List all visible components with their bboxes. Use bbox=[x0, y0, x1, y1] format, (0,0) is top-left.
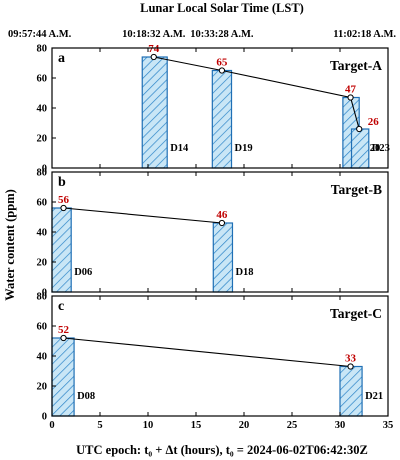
x-tick-label: 5 bbox=[97, 420, 102, 431]
y-tick-label: 20 bbox=[37, 382, 48, 393]
bar-D06 bbox=[51, 207, 72, 293]
trend-line bbox=[63, 207, 222, 224]
trend-point bbox=[218, 219, 226, 227]
bar-label: D14 bbox=[170, 143, 189, 154]
y-tick-label: 80 bbox=[37, 44, 48, 55]
top-axis-title: Lunar Local Solar Time (LST) bbox=[140, 1, 304, 15]
bar-D08 bbox=[51, 337, 75, 417]
value-label: 74 bbox=[148, 43, 160, 55]
panel-title: Target-A bbox=[330, 58, 382, 73]
bar-label: D18 bbox=[235, 267, 253, 278]
x-axis-label: UTC epoch: t₀ + Δt (hours), t₀ = 2024-06… bbox=[76, 443, 368, 457]
top-axis-ticks: 09:57:44 A.M. 10:18:32 A.M. 10:33:28 A.M. 1… bbox=[8, 29, 396, 40]
panel-title: Target-C bbox=[330, 306, 382, 321]
y-axis-label: Water content (ppm) bbox=[3, 189, 17, 301]
panel-letter: c bbox=[58, 299, 64, 314]
bar-label: D06 bbox=[74, 267, 92, 278]
y-tick-label: 80 bbox=[37, 168, 48, 179]
value-label: 52 bbox=[58, 324, 70, 336]
panel-letter: b bbox=[58, 175, 66, 190]
panel-b: D06 D18 56 46 0 20 40 60 80 b Target-B bbox=[37, 168, 389, 299]
value-label: 33 bbox=[345, 353, 357, 365]
panel-letter: a bbox=[58, 51, 65, 66]
x-tick-label: 10 bbox=[143, 420, 154, 431]
y-tick-label: 0 bbox=[42, 288, 47, 299]
bar-label: D20 bbox=[362, 143, 380, 154]
trend-point bbox=[150, 53, 157, 61]
bar-D21 bbox=[339, 365, 363, 417]
value-label: 56 bbox=[58, 194, 70, 206]
bar-D19 bbox=[211, 69, 233, 169]
x-tick-label: 25 bbox=[287, 420, 298, 431]
trend-point bbox=[356, 125, 363, 133]
y-tick-label: 60 bbox=[37, 198, 48, 209]
y-tick-label: 0 bbox=[42, 164, 47, 175]
trend-point bbox=[347, 94, 354, 101]
y-tick-label: 60 bbox=[37, 322, 48, 333]
top-axis-tick-label: 11:02:18 A.M. bbox=[333, 29, 396, 40]
value-label: 26 bbox=[368, 116, 380, 128]
y-tick-label: 40 bbox=[37, 352, 48, 363]
trend-point bbox=[60, 204, 67, 212]
bar-label: D21 bbox=[365, 391, 383, 402]
panel-c: D08 D21 52 33 0 20 40 60 80 0 5 10 15 20 25 30 35 c Target… bbox=[37, 292, 394, 432]
y-tick-label: 40 bbox=[37, 104, 48, 115]
y-tick-label: 20 bbox=[37, 134, 48, 145]
trend-point bbox=[218, 67, 226, 74]
bar-label: D08 bbox=[77, 391, 95, 402]
bar-D14 bbox=[141, 56, 168, 169]
trend-line bbox=[153, 56, 360, 130]
y-tick-label: 20 bbox=[37, 258, 48, 269]
y-tick-label: 40 bbox=[37, 228, 48, 239]
y-tick-label: 60 bbox=[37, 74, 48, 85]
trend-point bbox=[347, 363, 354, 370]
y-tick-label: 80 bbox=[37, 292, 48, 303]
x-tick-label: 15 bbox=[191, 420, 202, 431]
bar-label: D23 bbox=[372, 143, 390, 154]
bar-D23 bbox=[350, 128, 370, 169]
x-tick-label: 0 bbox=[49, 420, 54, 431]
trend-line bbox=[63, 337, 351, 368]
top-axis-tick-label: 10:18:32 A.M. bbox=[122, 29, 186, 40]
y-tick-label: 0 bbox=[42, 412, 47, 423]
x-tick-label: 30 bbox=[335, 420, 346, 431]
trend-point bbox=[60, 334, 67, 342]
top-axis-tick-label: 09:57:44 A.M. bbox=[8, 29, 72, 40]
bar-D18 bbox=[212, 222, 234, 293]
x-tick-label: 20 bbox=[239, 420, 250, 431]
value-label: 47 bbox=[345, 84, 357, 96]
panel-title: Target-B bbox=[331, 182, 382, 197]
x-tick-label: 35 bbox=[383, 420, 394, 431]
value-label: 46 bbox=[216, 209, 228, 221]
top-axis-tick-label: 10:33:28 A.M. bbox=[190, 29, 254, 40]
value-label: 65 bbox=[216, 57, 228, 69]
bar-label: D19 bbox=[235, 143, 253, 154]
